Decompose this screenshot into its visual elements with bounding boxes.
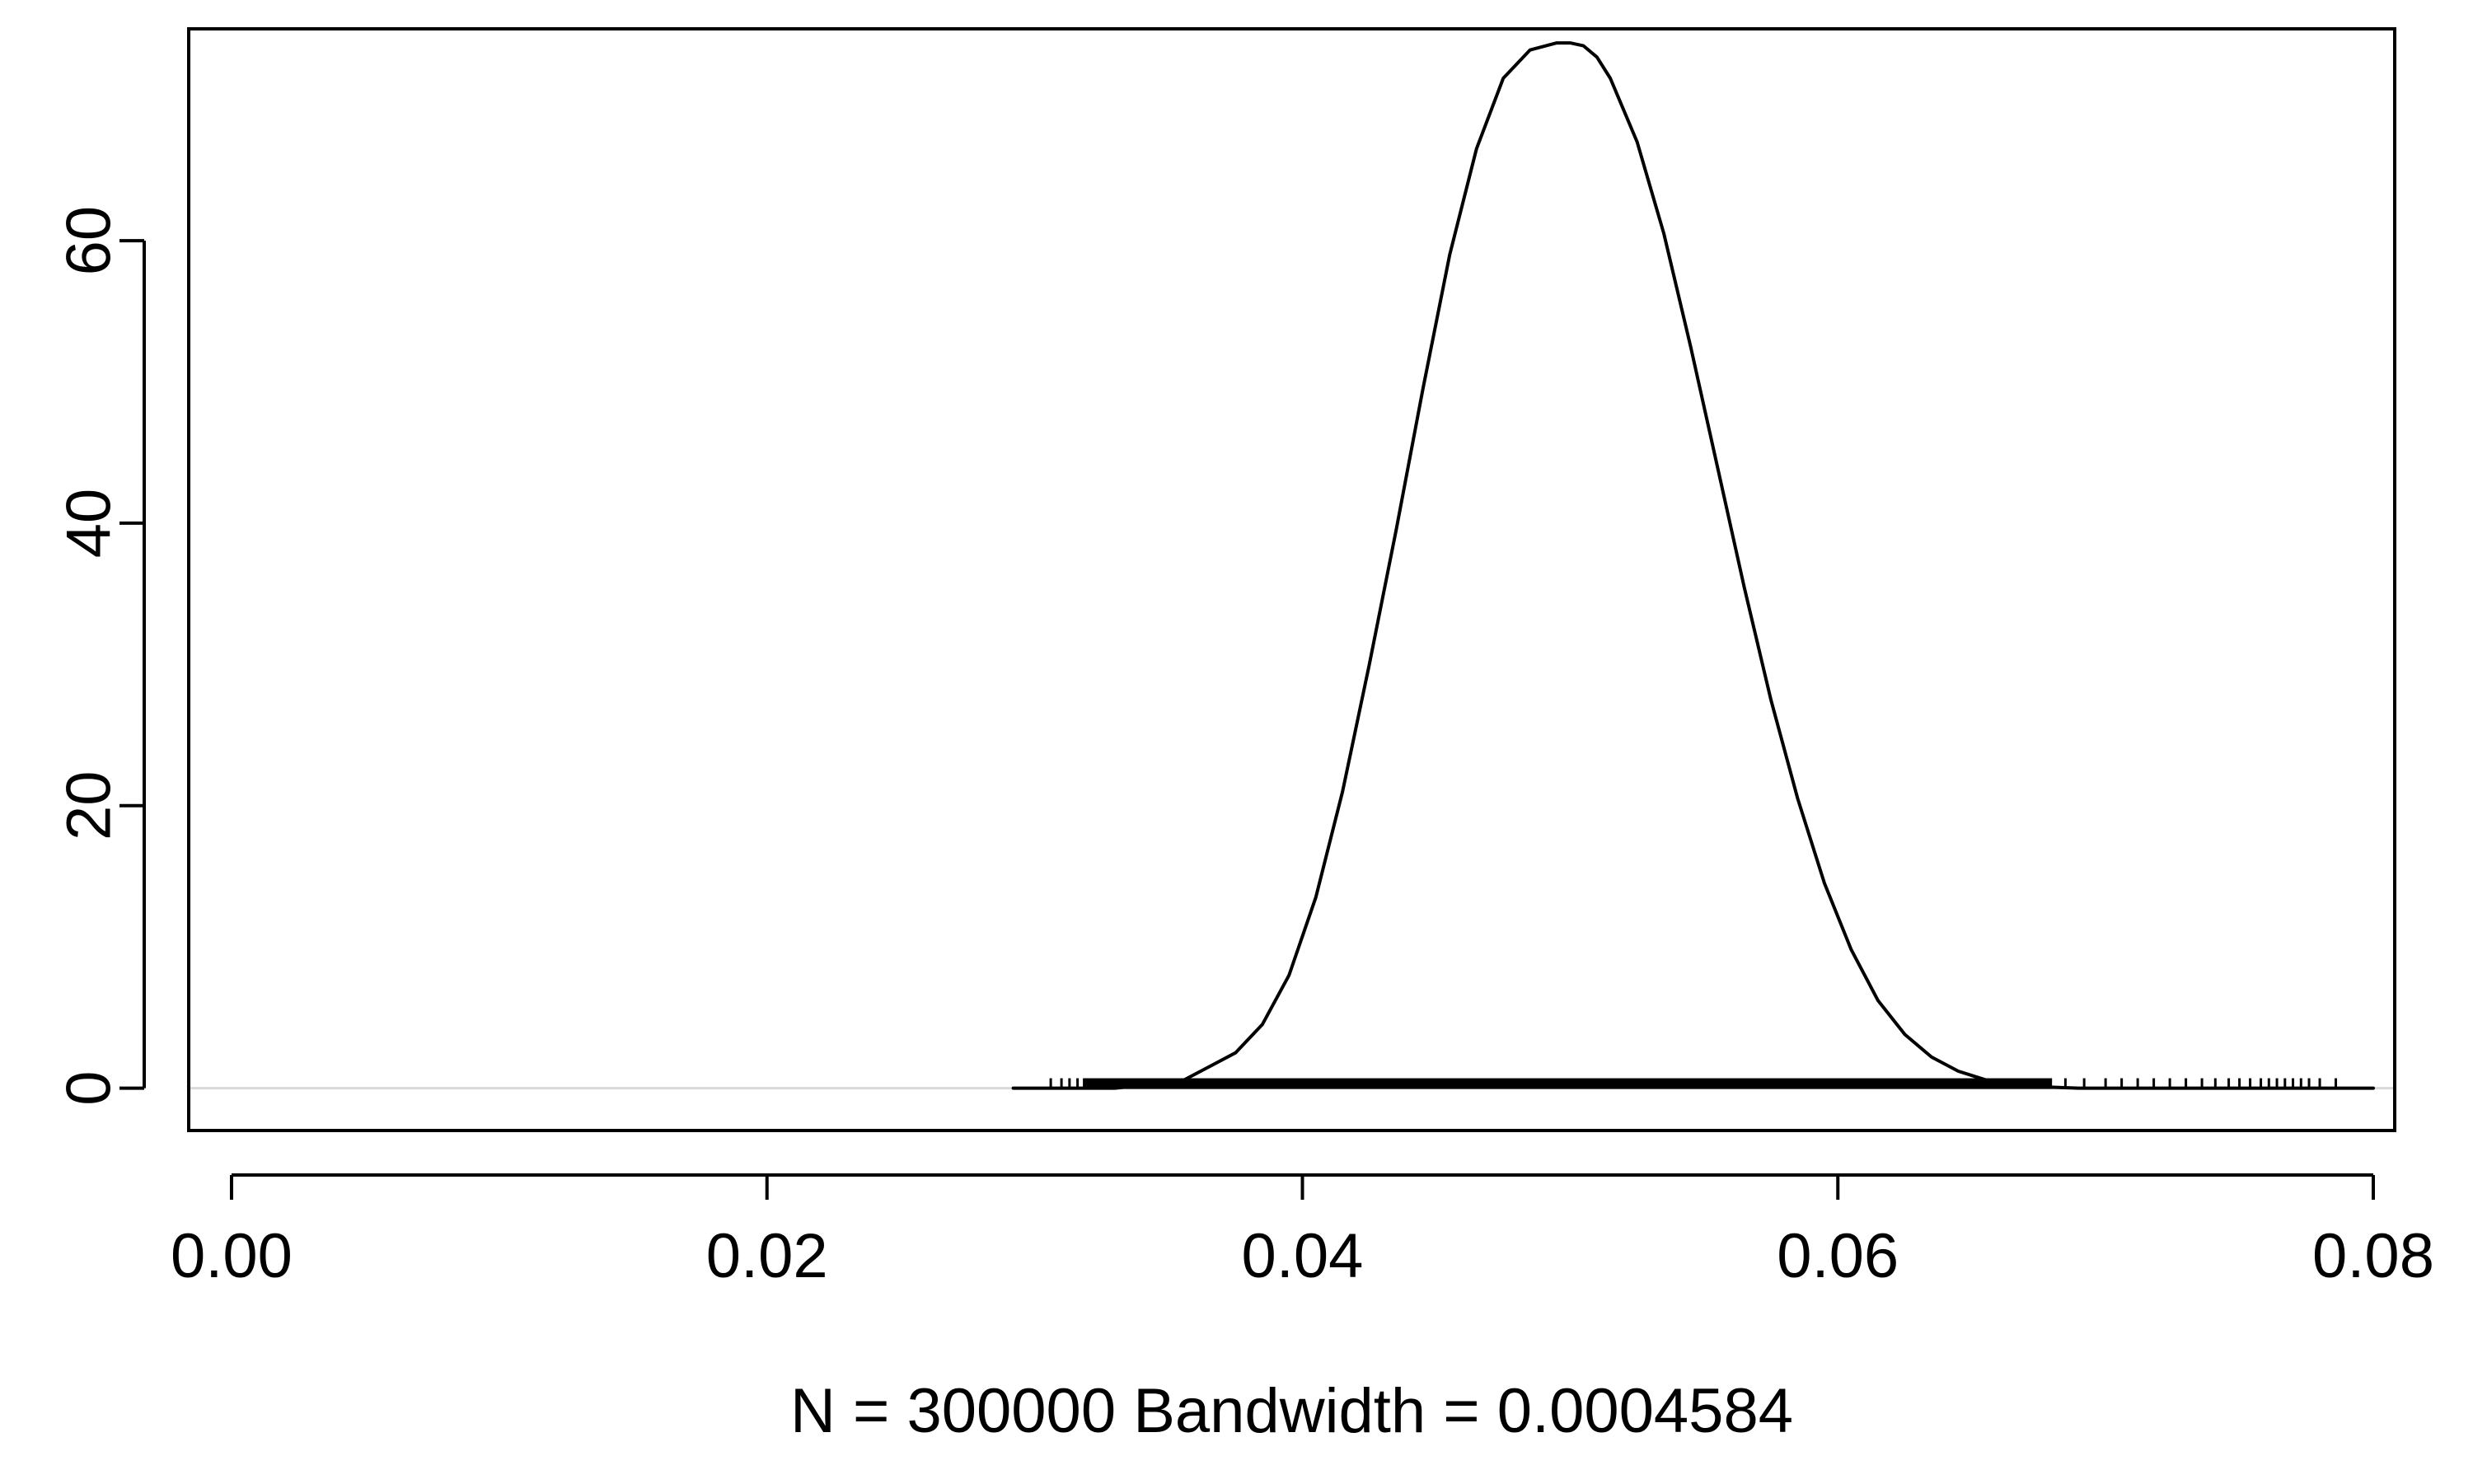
y-tick-label: 40 — [54, 489, 124, 559]
x-tick-label: 0.06 — [1777, 1221, 1899, 1291]
x-axis-title: N = 300000 Bandwidth = 0.0004584 — [790, 1376, 1793, 1446]
y-axis: 0 20 40 60 — [54, 206, 146, 1106]
rug-dense-band — [1083, 1078, 2053, 1089]
plot-frame — [187, 27, 2396, 1132]
x-axis: 0.00 0.02 0.04 0.06 0.08 — [171, 1173, 2434, 1291]
x-tick-label: 0.02 — [706, 1221, 828, 1291]
x-tick-label: 0.04 — [1242, 1221, 1364, 1291]
x-tick-label: 0.08 — [2312, 1221, 2434, 1291]
y-tick-label: 20 — [54, 770, 124, 840]
density-curve — [1011, 41, 2375, 1090]
y-tick-label: 0 — [54, 1070, 124, 1105]
x-tick-label: 0.00 — [171, 1221, 293, 1291]
y-tick-label: 60 — [54, 206, 124, 276]
